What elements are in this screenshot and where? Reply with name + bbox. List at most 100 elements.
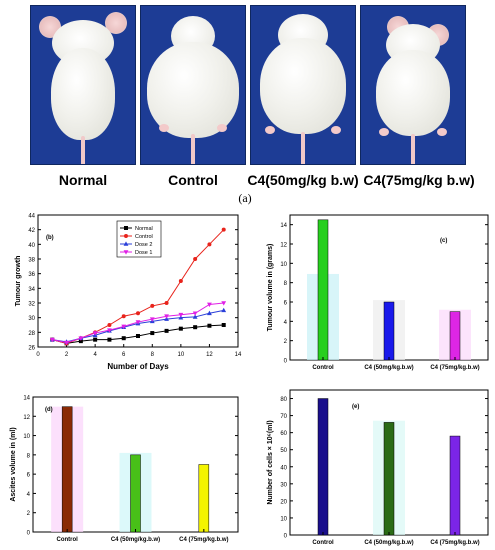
photo-label-c4-75: C4(75mg/kg b.w) — [363, 172, 475, 188]
data-point — [178, 326, 183, 331]
mouse-foot — [217, 124, 227, 132]
tumour-growth-line-chart: 26 28 30 32 34 36 38 40 42 44 Tumour growth 0 2 4 6 8 10… — [15, 214, 242, 372]
legend-label: Dose 1 — [135, 250, 152, 256]
y-tick-label: 32 — [28, 302, 35, 308]
photo-label-control: Control — [168, 172, 218, 188]
data-point — [221, 323, 226, 327]
legend-label: Dose 2 — [135, 242, 152, 248]
mouse-body — [260, 38, 346, 134]
y-tick-label: 60 — [280, 431, 287, 437]
photo-control — [140, 5, 246, 165]
data-point — [107, 328, 112, 333]
mouse-foot — [265, 126, 275, 134]
y-tick-label: 14 — [280, 223, 287, 229]
mouse-body — [51, 48, 115, 140]
x-tick-label: C4 (50mg/kg.b.w) — [364, 365, 413, 371]
y-tick-label: 70 — [280, 414, 287, 420]
photo-label-c4-50: C4(50mg/kg b.w) — [247, 172, 359, 188]
x-tick-label: C4 (50mg/kg.b.w) — [111, 537, 160, 543]
data-point — [107, 337, 112, 342]
cell-count-bar-chart: 0 10 20 30 40 50 60 70 80 Number of cells × 10⁶(m… — [267, 389, 489, 546]
data-point — [149, 317, 155, 322]
mouse-foot — [437, 128, 447, 136]
y-tick-label: 44 — [28, 214, 35, 220]
data-point — [78, 339, 83, 344]
plot-frame — [37, 214, 239, 348]
bar — [383, 422, 395, 536]
x-tick-label: 4 — [93, 352, 97, 358]
bar — [317, 398, 329, 536]
y-axis-label: Number of cells × 10⁶(ml) — [267, 420, 274, 504]
mouse-body — [147, 42, 239, 138]
mouse-foot — [331, 126, 341, 134]
y-tick-label: 12 — [280, 243, 287, 249]
mouse-tail — [411, 134, 415, 164]
x-tick-label: Control — [312, 540, 334, 546]
data-point — [207, 323, 212, 328]
legend-label: Control — [135, 234, 153, 240]
x-tick-label: C4 (75mg/kg.b.w) — [430, 365, 479, 371]
x-axis-label: Number of Days — [107, 362, 169, 371]
data-point — [136, 311, 140, 316]
x-tick-label: C4 (75mg/kg.b.w) — [430, 540, 479, 546]
photo-label-normal: Normal — [58, 172, 108, 188]
y-tick-label: 40 — [28, 243, 35, 249]
data-point — [92, 331, 98, 336]
y-tick-label: 2 — [284, 339, 288, 345]
panel-label-d: (d) — [45, 407, 53, 413]
y-tick-label: 6 — [284, 301, 288, 307]
y-tick-label: 20 — [280, 499, 287, 505]
y-tick-label: 80 — [280, 397, 287, 403]
data-point — [150, 303, 155, 308]
data-point — [136, 334, 140, 338]
legend-marker — [123, 241, 129, 246]
legend-label: Normal — [135, 226, 153, 232]
data-point — [93, 337, 98, 342]
tumour-volume-bar-chart: 0 2 4 6 8 10 12 14 Tumour volume in (grams) Contr… — [267, 214, 489, 371]
x-tick-label: Control — [57, 537, 79, 543]
y-tick-label: 12 — [23, 415, 30, 421]
panel-label-c: (c) — [440, 238, 447, 244]
series-dose-1 — [49, 301, 227, 346]
legend-marker — [124, 226, 128, 230]
legend-marker — [124, 234, 128, 238]
data-point — [164, 301, 169, 305]
x-tick-label: 12 — [206, 352, 213, 358]
y-tick-label: 0 — [284, 534, 288, 540]
data-point — [78, 336, 84, 341]
y-axis-label: Tumour volume in (grams) — [267, 244, 274, 332]
y-tick-label: 8 — [284, 281, 288, 287]
mouse-foot — [379, 128, 389, 136]
panel-label-a: (a) — [238, 191, 252, 205]
y-tick-label: 14 — [23, 396, 30, 402]
x-tick-label: 8 — [151, 352, 155, 358]
y-tick-label: 8 — [27, 453, 31, 459]
y-tick-label: 4 — [284, 320, 288, 326]
data-point — [107, 323, 112, 327]
data-point — [178, 312, 184, 318]
data-point — [192, 311, 198, 316]
data-point — [49, 337, 55, 343]
data-point — [207, 310, 212, 316]
bar — [130, 454, 141, 533]
data-point — [135, 320, 141, 325]
data-point — [150, 331, 155, 336]
data-point — [207, 242, 212, 247]
y-axis-label: Ascites volume in (ml) — [10, 427, 17, 501]
x-tick-label: Control — [312, 365, 334, 371]
data-point — [192, 314, 198, 319]
photo-normal — [30, 5, 136, 165]
mouse-tail — [301, 132, 305, 164]
photo-c4-75 — [360, 5, 466, 165]
panel-label-e: (e) — [352, 404, 359, 410]
ascites-volume-bar-chart: 0 2 4 6 8 10 12 14 Ascites volume in (ml) Control… — [10, 396, 239, 543]
data-point — [121, 324, 127, 330]
x-tick-label: 6 — [122, 352, 126, 358]
y-tick-label: 10 — [23, 434, 30, 440]
bar — [383, 301, 395, 361]
y-tick-label: 30 — [280, 482, 287, 488]
y-tick-label: 10 — [280, 262, 287, 268]
mouse-body — [376, 50, 450, 136]
y-tick-label: 30 — [28, 316, 35, 322]
x-tick-label: 10 — [178, 352, 185, 358]
